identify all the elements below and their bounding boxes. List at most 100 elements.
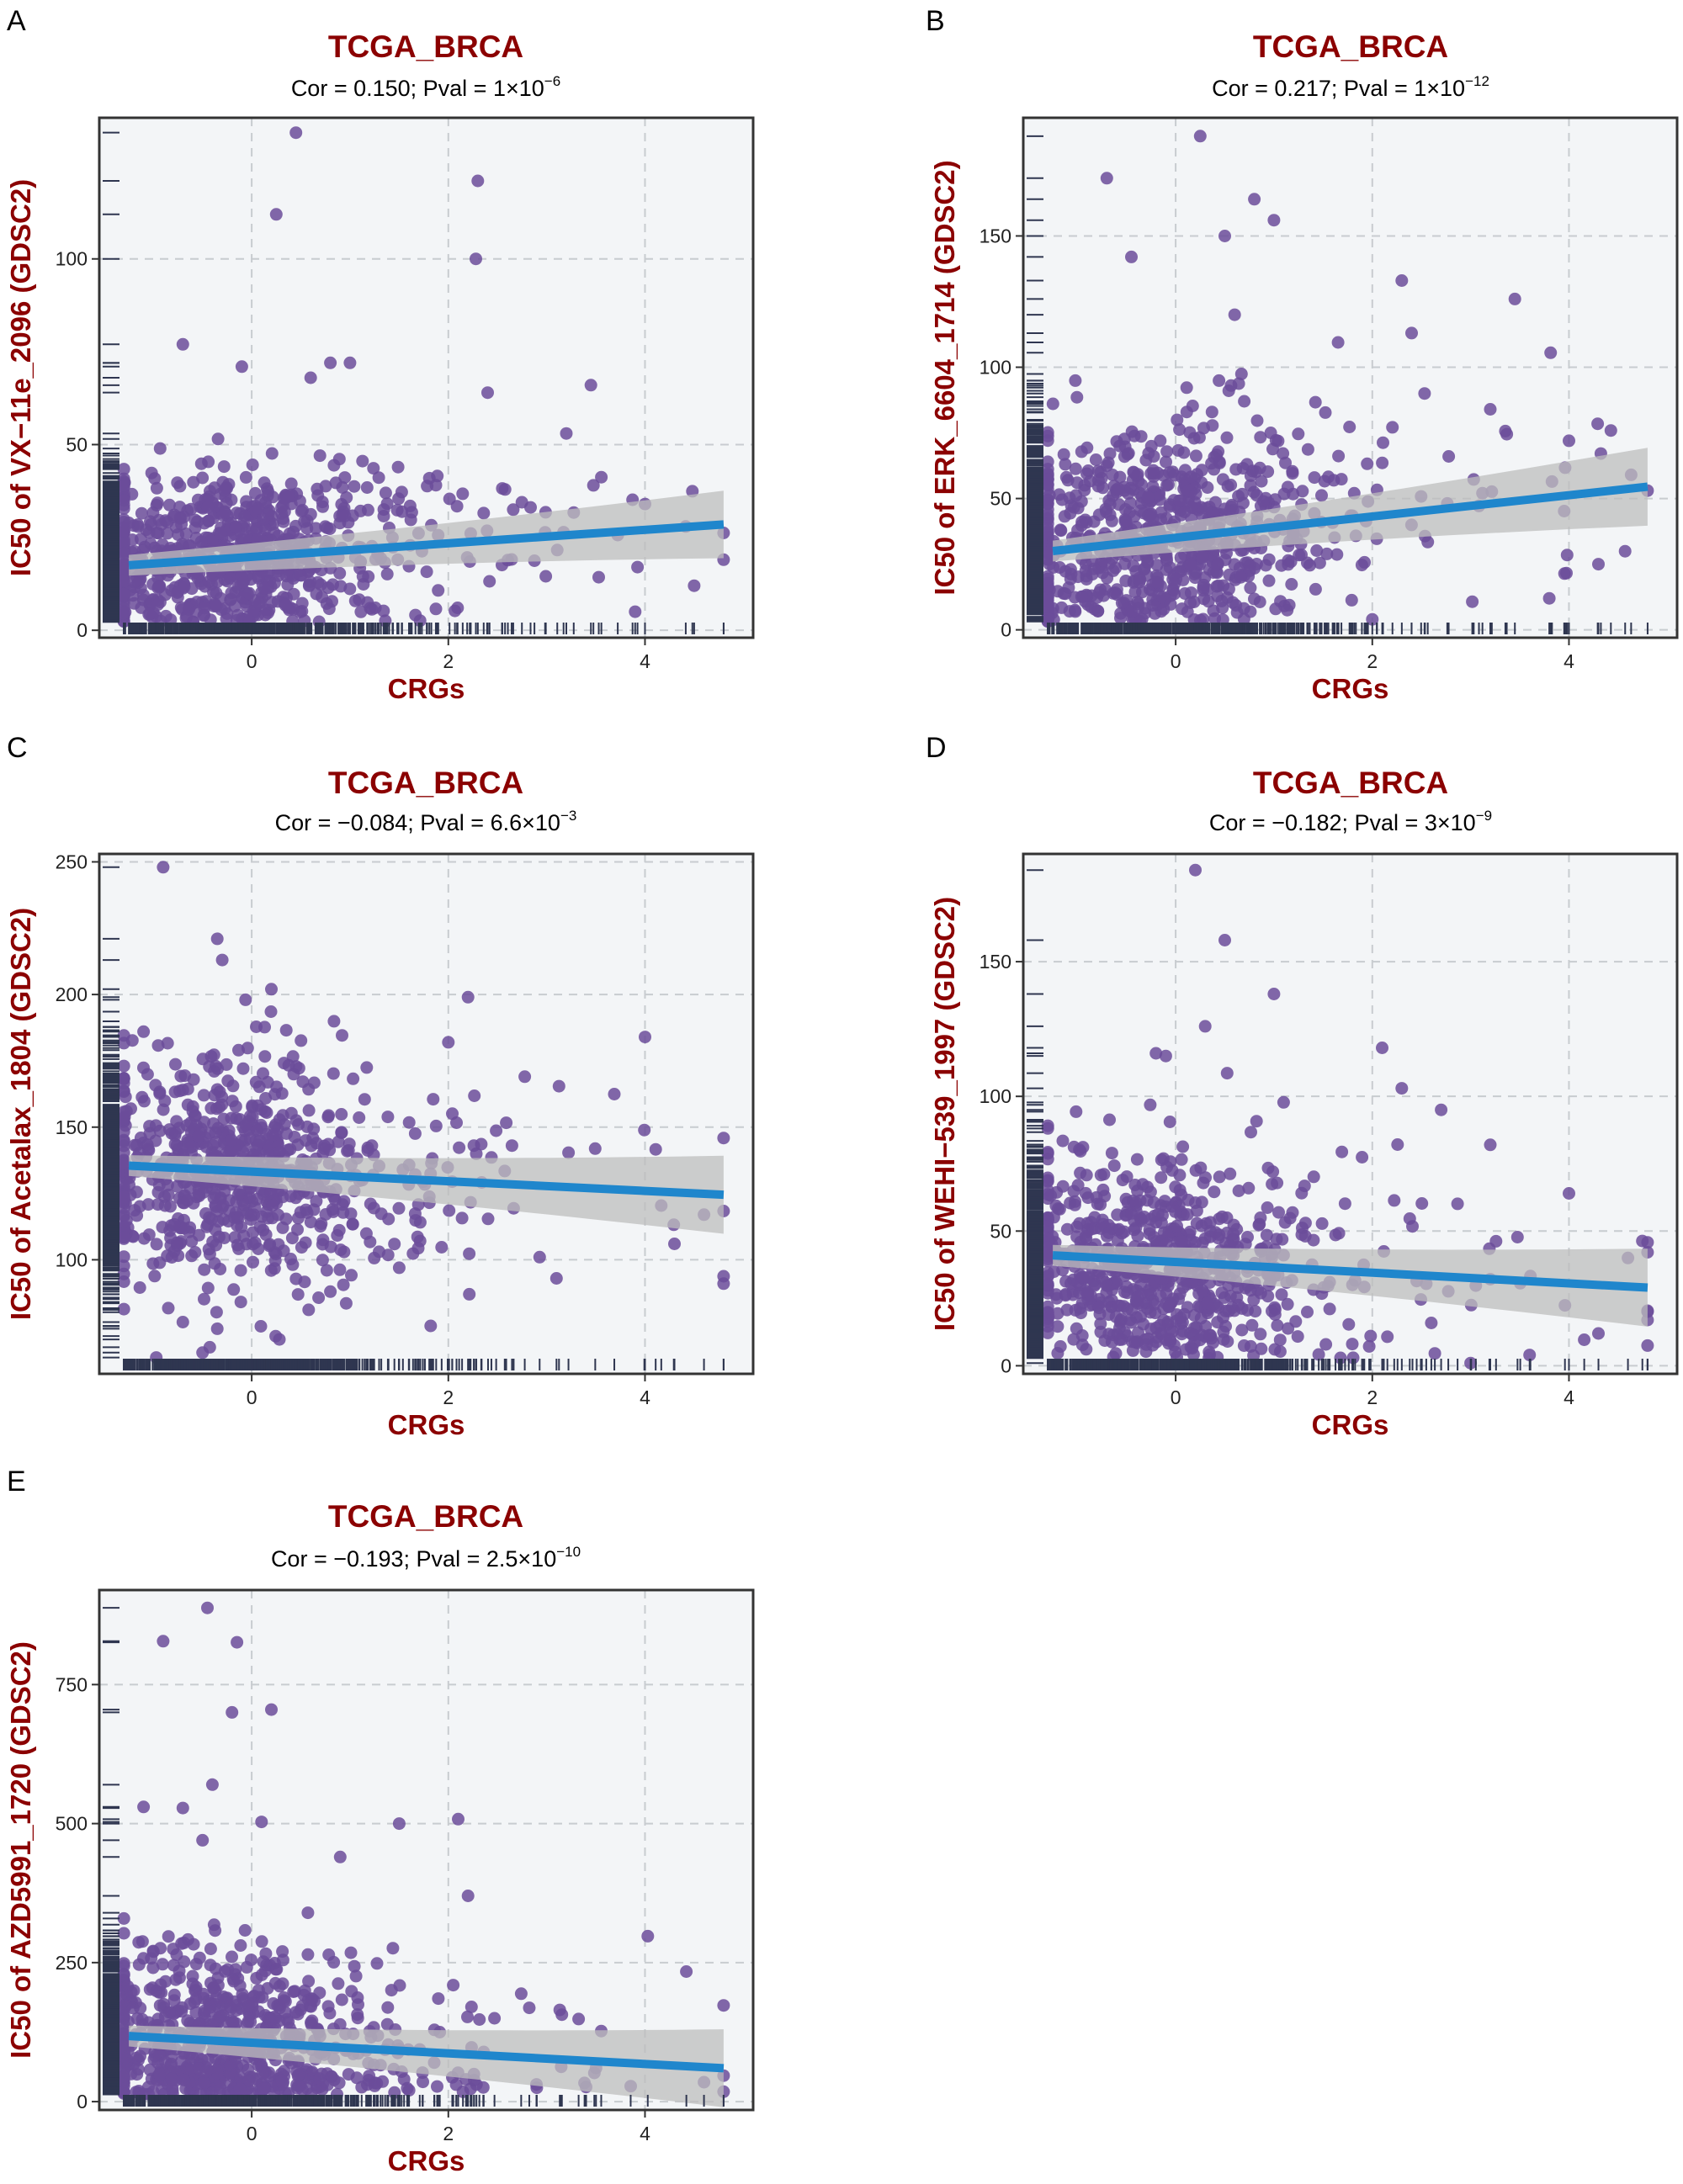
data-point (1202, 595, 1215, 608)
data-point (128, 596, 141, 610)
data-point (289, 519, 302, 533)
data-point (507, 503, 520, 517)
data-point (1267, 214, 1281, 227)
data-point (258, 522, 272, 536)
data-point (235, 533, 248, 546)
data-point (1282, 598, 1296, 612)
data-point (381, 1111, 395, 1124)
subtitle-base: 10 (535, 810, 560, 835)
data-point (337, 1245, 351, 1259)
data-point (117, 516, 130, 528)
data-point (1046, 397, 1059, 411)
data-point (1310, 544, 1324, 557)
data-point (396, 505, 409, 518)
data-point (1100, 172, 1113, 185)
subtitle-cor: Cor = 0.150; Pval = 1 (291, 76, 506, 101)
data-point (229, 521, 242, 533)
data-point (1308, 471, 1321, 485)
chart-subtitle: Cor = 0.217; Pval = 1×10−12 (1212, 73, 1489, 101)
data-point (219, 506, 232, 519)
data-point (395, 485, 408, 499)
data-point (1112, 482, 1125, 496)
data-point (235, 360, 248, 374)
data-point (360, 481, 374, 494)
data-point (289, 126, 303, 140)
data-point (343, 356, 357, 369)
data-point (194, 457, 208, 470)
data-point (688, 579, 701, 592)
data-point (1244, 581, 1257, 595)
data-point (1041, 615, 1054, 628)
data-point (372, 471, 385, 485)
data-point (1199, 501, 1213, 515)
data-point (1147, 464, 1160, 477)
data-point (1091, 604, 1105, 618)
data-point (1069, 462, 1082, 475)
x-tick-label: 4 (1564, 650, 1574, 672)
y-tick-label: 50 (66, 433, 88, 455)
data-point (1255, 474, 1268, 488)
data-point (405, 506, 418, 519)
data-point (1091, 480, 1105, 493)
regression-line (128, 520, 725, 570)
data-point (240, 495, 253, 508)
data-point (1215, 594, 1229, 607)
panel-a: A TCGA_BRCA Cor = 0.150; Pval = 1×10−6 0 2 4 0… (5, 5, 755, 704)
data-point (1248, 193, 1261, 206)
y-tick-label: 150 (980, 225, 1011, 246)
data-point (470, 252, 482, 266)
data-point (1195, 464, 1208, 477)
subtitle-base: 10 (1440, 76, 1465, 101)
data-point (1070, 390, 1084, 404)
data-point (1128, 466, 1141, 480)
subtitle-times: × (1426, 76, 1440, 101)
data-point (1059, 458, 1072, 471)
data-point (1119, 575, 1133, 587)
data-point (1103, 447, 1117, 460)
data-point (1192, 431, 1206, 444)
plot-frame (98, 116, 755, 639)
data-point (333, 1263, 347, 1276)
data-point (295, 596, 309, 610)
data-point (1079, 564, 1092, 577)
data-point (1118, 515, 1132, 528)
data-point (1262, 553, 1276, 566)
data-point (443, 492, 456, 506)
data-point (300, 522, 314, 535)
data-point (1057, 448, 1070, 461)
data-point (1292, 427, 1305, 441)
data-point (265, 447, 279, 460)
data-point (117, 524, 130, 538)
data-point (1211, 558, 1224, 570)
data-point (1160, 551, 1173, 565)
panel-b: B TCGA_BRCA Cor = 0.217; Pval = 1×10−12 0 2 4… (926, 5, 1679, 704)
data-point (1139, 453, 1153, 467)
data-point (1335, 473, 1348, 486)
data-point (1180, 381, 1193, 395)
x-tick-label: 2 (1367, 650, 1378, 672)
data-point (148, 1270, 162, 1283)
y-tick-label: 0 (77, 619, 88, 641)
data-point (1160, 445, 1174, 459)
data-point (1064, 499, 1078, 512)
data-point (354, 605, 368, 618)
data-point (429, 602, 443, 616)
data-point (1233, 561, 1246, 575)
data-point (153, 442, 167, 455)
data-point (1563, 434, 1575, 448)
chart-title: TCGA_BRCA (328, 766, 523, 800)
data-point (1500, 427, 1514, 441)
data-point (313, 449, 327, 463)
plot-frame (1022, 116, 1679, 639)
data-point (1197, 580, 1210, 594)
scatter-points (1041, 130, 1654, 628)
data-point (584, 379, 597, 392)
data-point (1272, 434, 1285, 448)
x-tick-label: 0 (247, 650, 257, 672)
data-point (236, 576, 250, 589)
data-point (1222, 582, 1235, 596)
data-point (1238, 395, 1251, 408)
data-point (1168, 469, 1181, 482)
y-tick-label: 50 (990, 488, 1011, 510)
data-point (1309, 395, 1322, 409)
